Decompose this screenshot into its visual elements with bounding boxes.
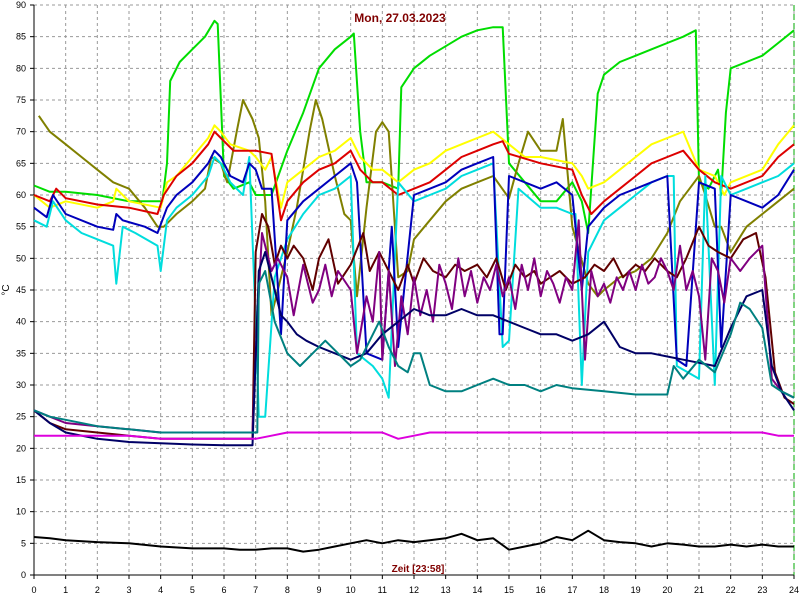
- x-tick-label: 18: [599, 585, 609, 595]
- y-tick-labels: 0 5 10 15 20 25 30 35 40 45 50 55 60 65 70 75 80 85 90: [16, 0, 26, 580]
- y-tick-label: 85: [16, 32, 26, 42]
- x-tick-label: 7: [253, 585, 258, 595]
- x-tick-label: 15: [504, 585, 514, 595]
- y-tick-label: 25: [16, 412, 26, 422]
- x-tick-label: 5: [190, 585, 195, 595]
- x-tick-label: 4: [158, 585, 163, 595]
- y-tick-label: 60: [16, 190, 26, 200]
- x-tick-label: 17: [567, 585, 577, 595]
- chart-title: Mon, 27.03.2023: [354, 11, 446, 25]
- y-tick-label: 65: [16, 158, 26, 168]
- x-tick-label: 8: [285, 585, 290, 595]
- x-tick-label: 16: [536, 585, 546, 595]
- x-tick-label: 6: [221, 585, 226, 595]
- y-tick-label: 70: [16, 127, 26, 137]
- x-tick-label: 1: [63, 585, 68, 595]
- x-tick-label: 12: [409, 585, 419, 595]
- x-axis-label: Zeit [23:58]: [392, 564, 445, 575]
- x-tick-label: 24: [789, 585, 799, 595]
- y-tick-label: 10: [16, 507, 26, 517]
- x-tick-label: 21: [694, 585, 704, 595]
- x-tick-label: 23: [757, 585, 767, 595]
- series-line-10: [33, 270, 795, 434]
- series-line-5: [33, 156, 795, 418]
- x-tick-label: 2: [95, 585, 100, 595]
- y-tick-label: 45: [16, 285, 26, 295]
- x-tick-label: 22: [726, 585, 736, 595]
- y-tick-label: 20: [16, 443, 26, 453]
- series-line-8: [33, 219, 795, 434]
- y-tick-label: 30: [16, 380, 26, 390]
- x-tick-label: 0: [31, 585, 36, 595]
- series-line-4: [33, 130, 795, 222]
- y-tick-label: 5: [21, 538, 26, 548]
- x-tick-label: 3: [126, 585, 131, 595]
- x-tick-label: 14: [472, 585, 482, 595]
- series-line-12: [33, 529, 794, 553]
- x-tick-label: 20: [662, 585, 672, 595]
- x-tick-labels: 0 1 2 3 4 5 6 7 8 9 10 11 12 13 14 15 16 17 18 19 20 21 22 23 24: [31, 585, 799, 595]
- series-line-9: [33, 251, 795, 447]
- y-tick-label: 40: [16, 317, 26, 327]
- x-tick-label: 19: [631, 585, 641, 595]
- series-line-1: [33, 19, 795, 234]
- series-lines: [33, 19, 795, 553]
- series-line-11: [34, 431, 794, 440]
- y-tick-label: 55: [16, 222, 26, 232]
- y-axis-label: °C: [1, 284, 12, 295]
- grid: [33, 4, 795, 576]
- series-line-6: [33, 149, 795, 367]
- y-tick-label: 80: [16, 63, 26, 73]
- y-tick-label: 90: [16, 0, 26, 10]
- axes: [30, 4, 795, 579]
- y-tick-label: 75: [16, 95, 26, 105]
- x-tick-label: 9: [316, 585, 321, 595]
- x-tick-label: 10: [346, 585, 356, 595]
- y-tick-label: 15: [16, 475, 26, 485]
- x-tick-label: 13: [441, 585, 451, 595]
- y-tick-label: 50: [16, 253, 26, 263]
- x-tick-label: 11: [378, 585, 387, 595]
- y-tick-label: 35: [16, 348, 26, 358]
- series-line-2: [37, 99, 795, 317]
- y-tick-label: 0: [21, 570, 26, 580]
